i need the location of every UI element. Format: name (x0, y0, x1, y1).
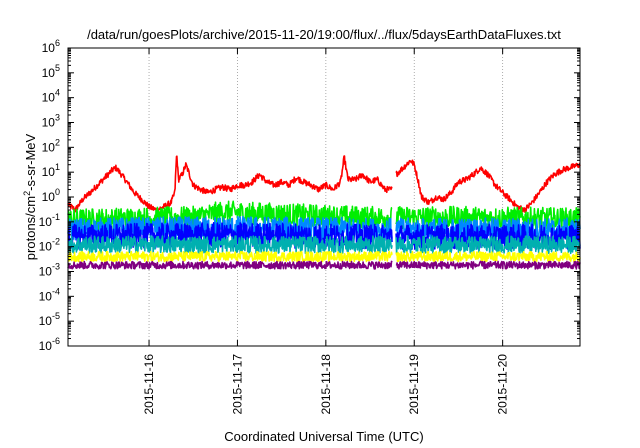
y-tick-base: 10 (39, 265, 53, 279)
y-tick-label: 10-4 (39, 286, 60, 303)
y-tick-label: 10-3 (39, 262, 60, 279)
y-tick-label: 102 (42, 137, 60, 154)
y-tick-label: 104 (42, 88, 60, 105)
y-tick-base: 10 (42, 66, 56, 80)
x-tick-label: 2015-11-19 (407, 354, 421, 415)
x-tick-label: 2015-11-16 (142, 354, 156, 415)
y-tick-exponent: 2 (55, 137, 60, 147)
y-axis-title-base: protons/cm (23, 196, 38, 260)
y-tick-base: 10 (39, 314, 53, 328)
y-tick-label: 10-2 (39, 237, 60, 254)
y-tick-label: 10-1 (39, 212, 60, 229)
series-line (67, 250, 581, 263)
y-tick-exponent: -6 (52, 336, 60, 346)
y-tick-exponent: -3 (52, 262, 60, 272)
y-tick-label: 101 (42, 162, 60, 179)
y-tick-base: 10 (39, 339, 53, 353)
y-tick-base: 10 (42, 116, 56, 130)
chart-title: /data/run/goesPlots/archive/2015-11-20/1… (87, 27, 561, 42)
y-tick-label: 10-5 (39, 311, 60, 328)
series-line (67, 260, 581, 270)
y-tick-exponent: 3 (55, 113, 60, 123)
y-tick-label: 10-6 (39, 336, 60, 353)
y-tick-exponent: -1 (52, 212, 60, 222)
y-tick-exponent: -5 (52, 311, 60, 321)
y-tick-label: 106 (42, 38, 60, 55)
y-axis-title: protons/cm2-s-sr-MeV (22, 133, 38, 260)
y-tick-exponent: 6 (55, 38, 60, 48)
y-tick-base: 10 (42, 41, 56, 55)
y-tick-base: 10 (42, 91, 56, 105)
y-tick-exponent: 4 (55, 88, 60, 98)
y-tick-exponent: -4 (52, 286, 60, 296)
series-line (67, 235, 581, 255)
y-axis-title-sup: 2 (22, 191, 32, 196)
y-tick-exponent: -2 (52, 237, 60, 247)
y-tick-label: 105 (42, 63, 60, 80)
axes: 2015-11-16 2015-11-17 2015-11-18 2015-11-19… (39, 38, 581, 415)
x-tick-label: 2015-11-18 (319, 354, 333, 415)
y-tick-base: 10 (42, 165, 56, 179)
grid-lines (148, 48, 504, 346)
y-tick-exponent: 0 (55, 187, 60, 197)
y-axis-title-rest: -s-sr-MeV (23, 133, 38, 190)
y-tick-base: 10 (42, 140, 56, 154)
y-tick-exponent: 5 (55, 63, 60, 73)
y-tick-label: 100 (42, 187, 60, 204)
plot-frame (67, 47, 581, 347)
y-tick-base: 10 (39, 289, 53, 303)
series-line (67, 155, 581, 214)
series-layer (67, 155, 581, 270)
y-tick-base: 10 (39, 215, 53, 229)
y-tick-base: 10 (42, 190, 56, 204)
x-tick-label: 2015-11-17 (230, 354, 244, 415)
y-tick-base: 10 (39, 240, 53, 254)
y-tick-exponent: 1 (55, 162, 60, 172)
y-tick-label: 103 (42, 113, 60, 130)
x-axis-title: Coordinated Universal Time (UTC) (224, 429, 423, 444)
x-tick-label: 2015-11-20 (496, 354, 510, 415)
